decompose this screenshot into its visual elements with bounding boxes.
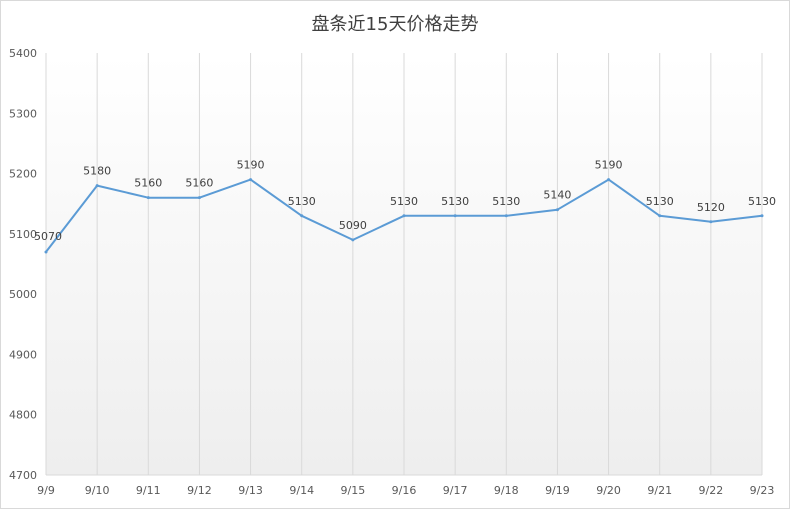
data-point (504, 214, 508, 218)
y-tick-label: 5000 (9, 288, 37, 301)
data-point (402, 214, 406, 218)
x-tick-label: 9/9 (37, 484, 55, 497)
x-tick-label: 9/18 (494, 484, 519, 497)
data-point (351, 238, 355, 242)
data-point (709, 220, 713, 224)
data-label: 5190 (595, 159, 623, 172)
x-tick-label: 9/12 (187, 484, 212, 497)
y-tick-label: 4700 (9, 469, 37, 482)
data-point (146, 196, 150, 200)
data-label: 5120 (697, 201, 725, 214)
data-label: 5130 (390, 195, 418, 208)
x-tick-label: 9/21 (647, 484, 672, 497)
data-point (249, 178, 253, 182)
x-tick-label: 9/11 (136, 484, 161, 497)
data-point (95, 184, 99, 188)
data-label: 5180 (83, 165, 111, 178)
data-point (197, 196, 201, 200)
series-layer (44, 178, 764, 254)
grid-lines (96, 53, 763, 475)
x-tick-label: 9/20 (596, 484, 621, 497)
data-point (300, 214, 304, 218)
data-label: 5090 (339, 219, 367, 232)
data-label: 5130 (748, 195, 776, 208)
data-label: 5130 (492, 195, 520, 208)
x-tick-label: 9/15 (341, 484, 366, 497)
y-tick-label: 4800 (9, 409, 37, 422)
y-tick-label: 5200 (9, 168, 37, 181)
x-tick-label: 9/22 (699, 484, 724, 497)
x-tick-label: 9/16 (392, 484, 417, 497)
y-tick-label: 5100 (9, 228, 37, 241)
data-label: 5190 (237, 159, 265, 172)
x-tick-label: 9/13 (238, 484, 263, 497)
data-label: 5160 (185, 177, 213, 190)
y-tick-label: 4900 (9, 348, 37, 361)
x-tick-label: 9/23 (750, 484, 775, 497)
data-point (44, 250, 48, 254)
x-tick-label: 9/10 (85, 484, 110, 497)
data-point (607, 178, 611, 182)
data-label: 5130 (441, 195, 469, 208)
data-label: 5070 (34, 230, 62, 243)
axes: 4700 4800 4900 5000 5100 5200 5300 5400 9/9 9/10 9… (9, 47, 774, 497)
data-label: 5140 (543, 189, 571, 202)
x-tick-label: 9/19 (545, 484, 570, 497)
data-label: 5130 (288, 195, 316, 208)
y-tick-label: 5300 (9, 107, 37, 120)
data-label: 5130 (646, 195, 674, 208)
data-label: 5160 (134, 177, 162, 190)
x-tick-label: 9/17 (443, 484, 468, 497)
data-labels: 5070 5180 5160 5160 5190 5130 5090 5130 5130 5130… (34, 159, 776, 243)
data-point (658, 214, 662, 218)
chart-title: 盘条近15天价格走势 (311, 14, 479, 35)
data-point (453, 214, 457, 218)
x-tick-label: 9/14 (289, 484, 314, 497)
data-point (555, 208, 559, 212)
data-point (760, 214, 764, 218)
y-tick-label: 5400 (9, 47, 37, 60)
